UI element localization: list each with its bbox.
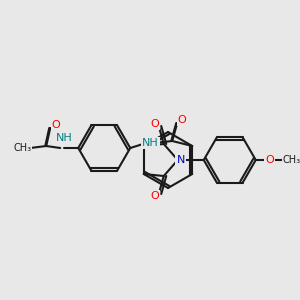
Text: NH: NH	[56, 133, 73, 143]
Text: N: N	[177, 155, 185, 165]
Text: NH: NH	[142, 138, 159, 148]
Text: CH₃: CH₃	[13, 143, 31, 153]
Text: CH₃: CH₃	[283, 155, 300, 165]
Text: O: O	[266, 155, 274, 165]
Text: O: O	[150, 119, 159, 129]
Text: O: O	[178, 115, 187, 125]
Text: O: O	[52, 120, 61, 130]
Text: O: O	[150, 191, 159, 201]
